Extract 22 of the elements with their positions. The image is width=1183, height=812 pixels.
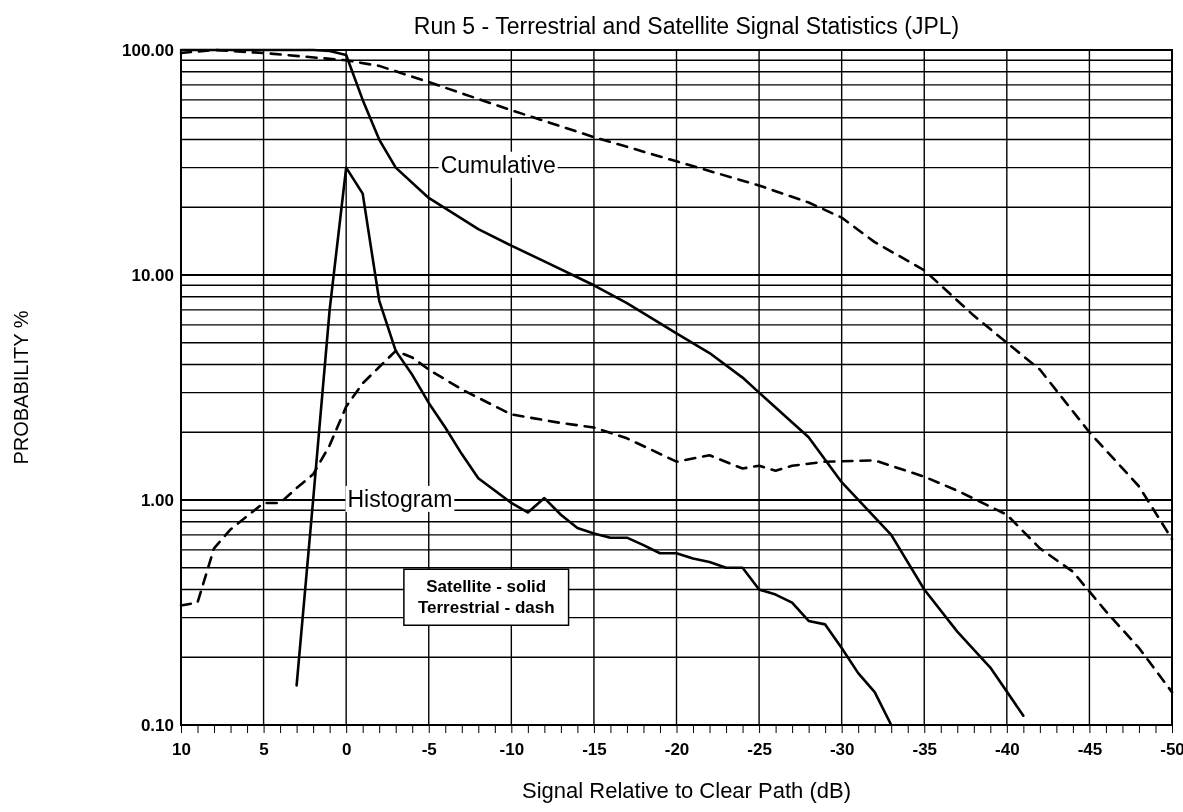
- y-tick-label: 10.00: [131, 265, 174, 285]
- x-tick-label: -45: [1077, 739, 1103, 759]
- y-tick-label: 1.00: [140, 490, 174, 510]
- y-axis-title: PROBABILITY %: [10, 310, 32, 465]
- annotation: Histogram: [347, 485, 453, 512]
- annotation: Satellite - solid Terrestrial - dash: [417, 577, 555, 618]
- x-tick-label: 10: [172, 739, 191, 759]
- x-tick-label: 5: [259, 739, 269, 759]
- x-tick-label: -10: [499, 739, 525, 759]
- x-tick-label: -40: [995, 739, 1020, 759]
- chart-title: Run 5 - Terrestrial and Satellite Signal Statistics (JPL): [413, 13, 960, 39]
- annotation: Cumulative: [440, 151, 556, 178]
- x-tick-label: -25: [747, 739, 772, 759]
- y-tick-label: 0.10: [140, 715, 174, 735]
- x-axis-title: Signal Relative to Clear Path (dB): [522, 778, 851, 803]
- x-tick-label: -35: [912, 739, 938, 759]
- x-tick-label: -30: [829, 739, 855, 759]
- x-tick-label: -5: [421, 739, 437, 759]
- y-tick-label: 100.00: [122, 40, 174, 60]
- x-tick-label: -20: [664, 739, 690, 759]
- x-tick-label: 0: [341, 739, 352, 759]
- x-tick-label: -15: [582, 739, 607, 759]
